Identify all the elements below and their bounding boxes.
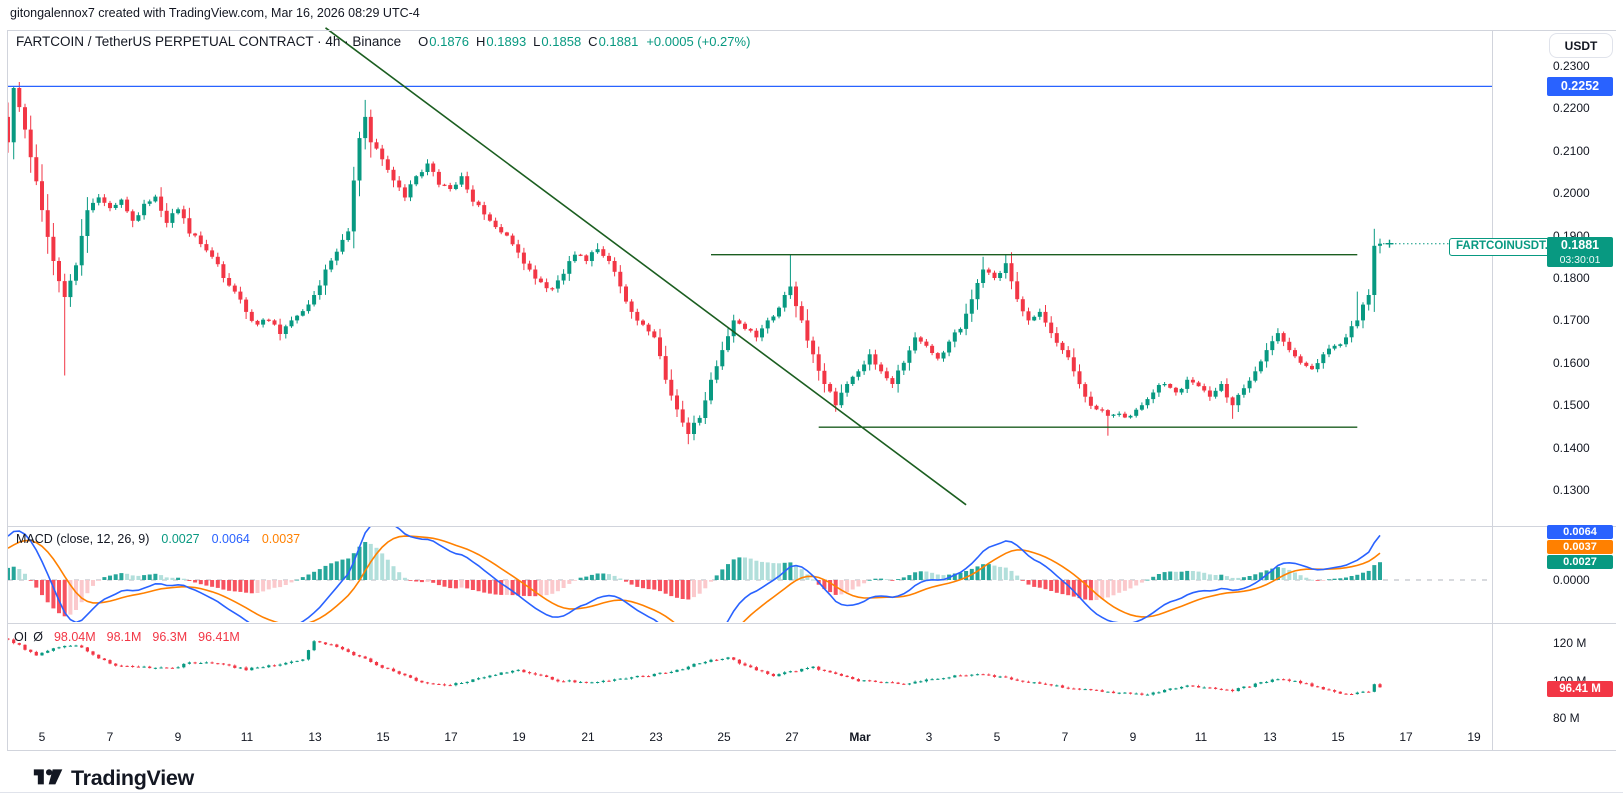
time-tick: 17 <box>1399 730 1413 744</box>
price-tick: 0.2200 <box>1553 101 1590 115</box>
time-tick: 19 <box>1467 730 1481 744</box>
macd-signal-badge: 0.0037 <box>1547 540 1613 554</box>
last-price-badge: 0.1881 03:30:01 <box>1547 237 1613 267</box>
pane-divider-oi <box>7 623 1616 624</box>
symbol-title[interactable]: FARTCOIN / TetherUS PERPETUAL CONTRACT ·… <box>16 34 402 49</box>
price-axis-separator <box>1492 30 1493 750</box>
price-tick: 0.2300 <box>1553 59 1590 73</box>
time-tick: 23 <box>649 730 663 744</box>
price-tick: 0.1500 <box>1553 398 1590 412</box>
price-tick: 0.1800 <box>1553 271 1590 285</box>
price-tick: 0.2000 <box>1553 186 1590 200</box>
price-tick: 0.1300 <box>1553 483 1590 497</box>
time-tick: 7 <box>1061 730 1069 744</box>
time-tick: Mar <box>849 730 871 744</box>
macd-line-value: 0.0064 <box>211 532 250 546</box>
oi-average-symbol: Ø <box>33 630 43 644</box>
symbol-badge: FARTCOINUSDT.P <box>1449 238 1563 256</box>
time-tick: 9 <box>1129 730 1137 744</box>
macd-hist-badge: 0.0027 <box>1547 555 1613 569</box>
time-tick: 9 <box>174 730 182 744</box>
price-tick: 0.1400 <box>1553 441 1590 455</box>
oi-tick: 120 M <box>1553 636 1587 650</box>
time-tick: 27 <box>785 730 799 744</box>
change-value: +0.0005 (+0.27%) <box>646 34 751 49</box>
oi-open-value: 98.04M <box>53 630 96 644</box>
time-tick: 11 <box>1194 730 1208 744</box>
oi-tick: 80 M <box>1553 711 1580 725</box>
price-tick: 0.1600 <box>1553 356 1590 370</box>
time-tick: 5 <box>993 730 1001 744</box>
attribution-text: gitongalennox7 created with TradingView.… <box>10 6 420 20</box>
oi-low-value: 96.3M <box>152 630 188 644</box>
oi-close-value: 96.41M <box>198 630 240 644</box>
frame-border-top <box>7 30 1616 31</box>
pane-divider-macd <box>7 526 1616 527</box>
tradingview-logo[interactable]: TradingView <box>33 763 194 794</box>
time-tick: 17 <box>444 730 458 744</box>
frame-border-bottom <box>7 750 1616 751</box>
macd-signal-value: 0.0037 <box>261 532 301 546</box>
last-price-value: 0.1881 <box>1560 238 1600 252</box>
time-tick: 15 <box>1331 730 1345 744</box>
macd-legend[interactable]: MACD (close, 12, 26, 9) 0.0027 0.0064 0.003… <box>16 532 300 546</box>
oi-title[interactable]: OI <box>14 630 28 644</box>
currency-button[interactable]: USDT <box>1549 33 1613 58</box>
frame-border-left <box>7 30 8 750</box>
tradingview-logo-text: TradingView <box>71 766 194 790</box>
time-tick: 13 <box>308 730 322 744</box>
oi-legend[interactable]: OI Ø 98.04M 98.1M 96.3M 96.41M <box>14 630 240 644</box>
oi-high-value: 98.1M <box>106 630 142 644</box>
tradingview-logo-icon <box>33 763 63 794</box>
time-tick: 3 <box>925 730 933 744</box>
time-tick: 5 <box>38 730 46 744</box>
time-tick: 25 <box>717 730 731 744</box>
macd-hist-value: 0.0027 <box>161 532 200 546</box>
level-price-badge: 0.2252 <box>1547 77 1613 96</box>
time-tick: 21 <box>581 730 595 744</box>
price-tick: 0.1700 <box>1553 313 1590 327</box>
candle-countdown: 03:30:01 <box>1559 254 1601 266</box>
oi-value-badge: 96.41 M <box>1547 681 1613 697</box>
time-tick: 11 <box>240 730 254 744</box>
price-tick: 0.2100 <box>1553 144 1590 158</box>
time-tick: 13 <box>1263 730 1277 744</box>
macd-line-badge: 0.0064 <box>1547 525 1613 539</box>
macd-zero-label: 0.0000 <box>1553 573 1590 587</box>
main-pane-legend[interactable]: FARTCOIN / TetherUS PERPETUAL CONTRACT ·… <box>16 34 750 49</box>
page-bottom-divider <box>0 792 1623 793</box>
time-tick: 7 <box>106 730 114 744</box>
time-tick: 19 <box>512 730 526 744</box>
time-tick: 15 <box>376 730 390 744</box>
ohlc-values: O0.1876 H0.1893 L0.1858 C0.1881 +0.0005 (+0.… <box>418 34 751 49</box>
macd-title[interactable]: MACD (close, 12, 26, 9) <box>16 532 150 546</box>
